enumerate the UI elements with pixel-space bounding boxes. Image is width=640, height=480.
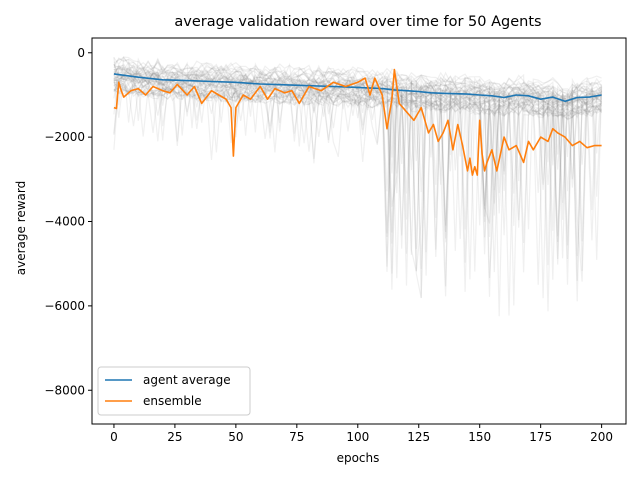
agent-line — [113, 85, 602, 276]
series-line-ensemble — [113, 68, 602, 176]
series-lines — [113, 68, 602, 176]
agent-line — [113, 63, 602, 260]
y-axis-label: average reward — [14, 181, 28, 276]
legend: agent average ensemble — [97, 366, 251, 416]
x-axis: 0 25 50 75 100 125 150 175 200 — [110, 424, 613, 444]
y-tick-label: −8000 — [44, 383, 85, 397]
agent-line — [113, 84, 602, 317]
x-tick-label: 25 — [167, 430, 182, 444]
agent-line — [113, 84, 602, 299]
y-axis: 0 −2000 −4000 −6000 −8000 — [44, 46, 92, 397]
agent-line — [113, 64, 603, 197]
series-line-agent-average — [113, 73, 602, 103]
plot-frame — [91, 37, 627, 425]
legend-box — [97, 366, 251, 416]
agent-line — [113, 82, 603, 273]
y-tick-label: −4000 — [44, 215, 85, 229]
agent-line — [113, 73, 603, 297]
x-axis-label: epochs — [337, 451, 380, 465]
y-tick-label: −2000 — [44, 130, 85, 144]
agent-line — [113, 83, 603, 292]
agent-line — [113, 81, 602, 285]
y-tick-label: 0 — [77, 46, 85, 60]
x-tick-label: 0 — [110, 430, 118, 444]
agent-line — [113, 61, 603, 274]
x-tick-label: 175 — [529, 430, 552, 444]
legend-label-ensemble: ensemble — [143, 394, 202, 408]
agent-line — [113, 70, 603, 299]
agent-line — [113, 65, 603, 285]
agent-line — [113, 69, 602, 257]
agent-line — [113, 57, 603, 238]
chart-title: average validation reward over time for … — [174, 14, 541, 30]
agent-line — [113, 64, 603, 220]
agent-line — [113, 78, 603, 312]
agent-line — [113, 80, 602, 210]
x-tick-label: 125 — [407, 430, 430, 444]
agent-line — [113, 56, 602, 272]
x-tick-label: 200 — [590, 430, 613, 444]
agent-line — [113, 63, 602, 133]
x-tick-label: 75 — [289, 430, 304, 444]
y-tick-label: −6000 — [44, 299, 85, 313]
legend-label-agent-average: agent average — [143, 373, 231, 387]
agent-line — [113, 63, 602, 233]
agent-line — [113, 57, 603, 246]
agent-line — [113, 83, 602, 316]
x-tick-label: 100 — [346, 430, 369, 444]
agent-line — [113, 56, 602, 238]
agent-line — [113, 65, 603, 280]
x-tick-label: 150 — [468, 430, 491, 444]
agent-line — [113, 80, 603, 265]
agent-line — [113, 75, 602, 279]
agent-line — [113, 66, 602, 171]
agent-line — [113, 82, 602, 206]
agent-line — [113, 84, 602, 255]
x-tick-label: 50 — [228, 430, 243, 444]
